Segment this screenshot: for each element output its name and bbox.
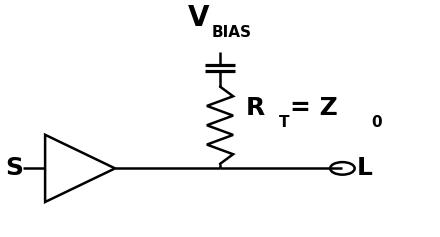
Text: S: S: [6, 156, 23, 180]
Text: L: L: [356, 156, 372, 180]
Text: V: V: [187, 4, 209, 32]
Text: BIAS: BIAS: [211, 25, 251, 40]
Text: R: R: [246, 96, 265, 120]
Text: = Z: = Z: [290, 96, 338, 120]
Text: T: T: [279, 115, 290, 130]
Circle shape: [330, 162, 355, 175]
Text: 0: 0: [371, 115, 381, 130]
